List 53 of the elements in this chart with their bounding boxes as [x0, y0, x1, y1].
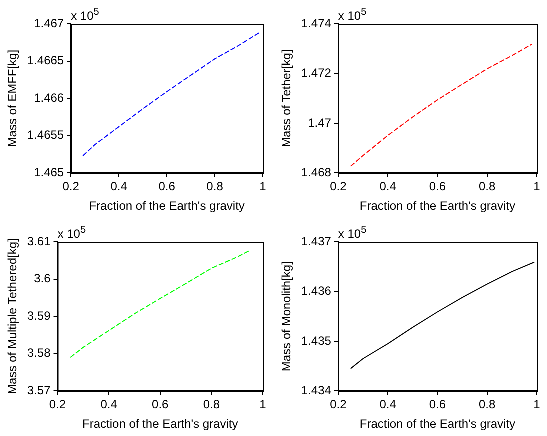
line-series: [82, 32, 262, 157]
x-tick-label: 0.8: [203, 398, 220, 412]
y-tick-label: 3.6: [34, 272, 52, 286]
x-tick-label: 0.6: [152, 398, 170, 412]
y-tick-label: 1.468: [301, 166, 332, 180]
y-tick-label: 1.435: [301, 334, 332, 348]
y-tick-label: 3.61: [27, 234, 52, 248]
y-tick-label: 1.436: [301, 284, 332, 298]
x-tick-label: 0.6: [429, 398, 446, 412]
y-tick-label: 1.437: [301, 234, 332, 248]
y-tick-label: 1.466: [34, 90, 64, 105]
x-tick-label: 1: [260, 398, 267, 412]
x-axis-title: Fraction of the Earth's gravity: [82, 417, 238, 432]
x-tick-label: 0.2: [62, 180, 80, 194]
x-tick-label: 0.2: [330, 398, 348, 412]
x-axis-title: Fraction of the Earth's gravity: [89, 199, 245, 214]
x-tick-label: 0.4: [380, 398, 397, 412]
x-tick-label: 0.8: [206, 180, 224, 194]
x-tick-label: 1: [534, 180, 541, 194]
y-axis-title: Mass of EMFF[kg]: [6, 50, 20, 148]
y-tick-label: 1.47: [308, 116, 332, 130]
y-axis-title: Mass of Multiple Tethered[kg]: [6, 238, 20, 395]
y-tick-label: 1.434: [301, 384, 332, 398]
line-series: [350, 44, 533, 167]
x-tick-label: 0.6: [158, 180, 176, 194]
y-tick-label: 1.4665: [27, 54, 64, 68]
text: x 10$^{5}$: [338, 6, 367, 23]
x-tick-label: 0.8: [479, 180, 496, 194]
text: x 10$^{5}$: [338, 224, 367, 241]
y-tick-label: 1.472: [301, 66, 332, 80]
x-tick-label: 0.2: [330, 180, 348, 194]
text: x 10$^{5}$: [71, 6, 100, 23]
y-tick-label: 3.58: [27, 346, 52, 360]
x-tick-label: 0.4: [100, 398, 118, 412]
y-tick-label: 1.467: [34, 16, 64, 30]
text: x 10$^{5}$: [58, 224, 86, 241]
x-tick-label: 1: [534, 398, 541, 412]
x-axis-title: Fraction of the Earth's gravity: [360, 199, 516, 214]
y-axis-title: Mass of Monolith[kg]: [280, 262, 294, 372]
y-tick-label: 3.59: [27, 308, 52, 323]
x-tick-label: 0.6: [429, 180, 446, 194]
x-tick-label: 0.2: [49, 398, 66, 412]
y-tick-label: 1.465: [34, 166, 64, 180]
x-tick-label: 1: [260, 180, 267, 194]
y-axis-title: Mass of Tether[kg]: [280, 50, 294, 148]
x-tick-label: 0.4: [110, 180, 128, 194]
line-series: [70, 250, 251, 358]
x-axis-title: Fraction of the Earth's gravity: [360, 417, 516, 432]
x-tick-label: 0.8: [479, 398, 496, 412]
y-tick-label: 1.4655: [27, 128, 64, 142]
y-tick-label: 1.474: [301, 16, 332, 30]
y-tick-label: 3.57: [27, 384, 52, 398]
x-tick-label: 0.4: [380, 180, 397, 194]
